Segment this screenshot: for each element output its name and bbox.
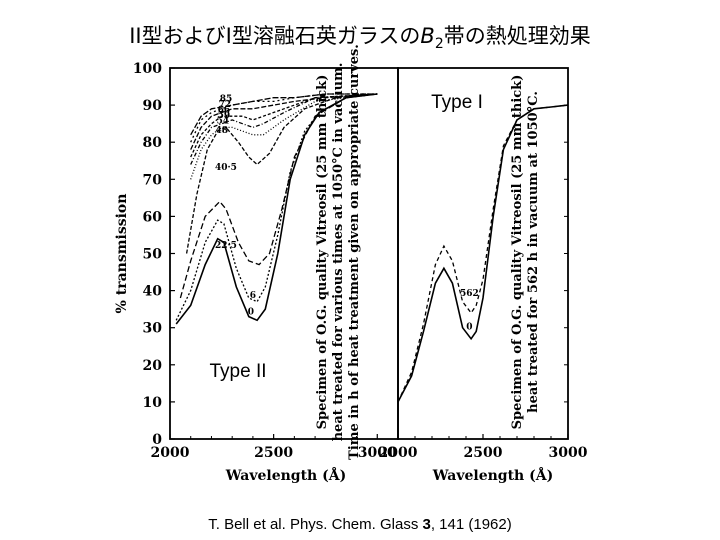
- left-series-66: [190, 93, 378, 150]
- left-series-22-5: [179, 93, 378, 299]
- left-series-40-5: [185, 93, 378, 254]
- left-y-tick-label: 0: [152, 432, 162, 448]
- left-annotation-line: Specimen of O.G. quality Vitreosil (25 m…: [315, 75, 330, 430]
- left-curve-label: 48: [216, 126, 229, 136]
- left-curve-label: 40·5: [215, 163, 237, 173]
- left-y-tick-label: 30: [143, 321, 163, 337]
- left-curve-label: 0: [248, 308, 254, 318]
- left-y-tick-label: 100: [133, 61, 162, 77]
- right-annotation-line: heat treated for 562 h in vacuum at 1050…: [526, 91, 541, 413]
- left-y-tick-label: 40: [143, 284, 163, 300]
- citation-pages: , 141 (1962): [430, 516, 512, 533]
- title-suffix: 帯の熱処理効果: [443, 24, 591, 48]
- left-annotation-line: heat treated for various times at 1050°C…: [331, 63, 346, 442]
- left-x-axis-title: Wavelength (Å): [225, 466, 346, 484]
- left-y-tick-label: 50: [143, 247, 163, 263]
- right-x-axis-title: Wavelength (Å): [432, 466, 553, 484]
- left-y-tick-label: 70: [143, 172, 163, 188]
- right-x-tick-label: 2000: [379, 445, 418, 461]
- title-prefix: II型およびI型溶融石英ガラスの: [129, 24, 421, 48]
- left-curve-label: 54: [217, 117, 230, 127]
- title-band-subscript: 2: [434, 36, 444, 52]
- left-y-tick-label: 80: [143, 135, 163, 151]
- left-x-tick-label: 2500: [254, 445, 293, 461]
- type-ii-label: Type II: [209, 361, 266, 382]
- left-series-72: [190, 93, 378, 143]
- left-curve-label: 22·5: [215, 241, 237, 251]
- left-curve-label: 66: [218, 106, 231, 116]
- left-series-85: [190, 93, 378, 136]
- left-series-6: [175, 93, 378, 321]
- left-curve-label: 72: [219, 100, 232, 110]
- left-y-axis-title: % transmission: [114, 194, 130, 314]
- right-series-562: [397, 104, 569, 403]
- left-curve-label: 85: [220, 94, 233, 104]
- left-y-tick-label: 90: [143, 98, 163, 114]
- left-curve-label: 6: [250, 291, 256, 301]
- right-plot-frame: [397, 67, 569, 440]
- left-y-tick-label: 10: [143, 395, 163, 411]
- type-i-label: Type I: [431, 92, 483, 113]
- right-annotation-line: Specimen of O.G. quality Vitreosil (25 m…: [510, 75, 525, 430]
- left-annotation-line: Time in h of heat treatment given on app…: [347, 44, 362, 460]
- citation-text: T. Bell et al. Phys. Chem. Glass: [208, 516, 423, 533]
- left-x-tick-label: 2000: [151, 445, 190, 461]
- left-series-0: [175, 93, 378, 325]
- left-panel: 2000 2500 30000102030405060708090100Wavele…: [114, 44, 399, 484]
- citation-volume: 3: [422, 516, 431, 533]
- right-curve-label: 0: [466, 323, 472, 333]
- left-y-tick-label: 60: [143, 209, 163, 225]
- right-x-tick-label: 2500: [464, 445, 503, 461]
- right-series-0: [397, 104, 569, 403]
- left-curve-label: 59: [218, 111, 231, 121]
- title-band: B: [420, 24, 435, 48]
- right-x-tick-label: 3000: [549, 445, 588, 461]
- right-panel: 2000 2500 3000 Wavelength (Å) 562 0 Specimen o…: [379, 67, 588, 484]
- left-y-tick-label: 20: [143, 358, 163, 374]
- left-x-tick-label: 3000: [358, 445, 397, 461]
- slide-title: II型およびI型溶融石英ガラスのB2帯の熱処理効果: [0, 20, 720, 52]
- citation: T. Bell et al. Phys. Chem. Glass 3, 141 …: [0, 516, 720, 533]
- left-series-54: [190, 93, 378, 165]
- right-curve-label: 562: [460, 289, 479, 299]
